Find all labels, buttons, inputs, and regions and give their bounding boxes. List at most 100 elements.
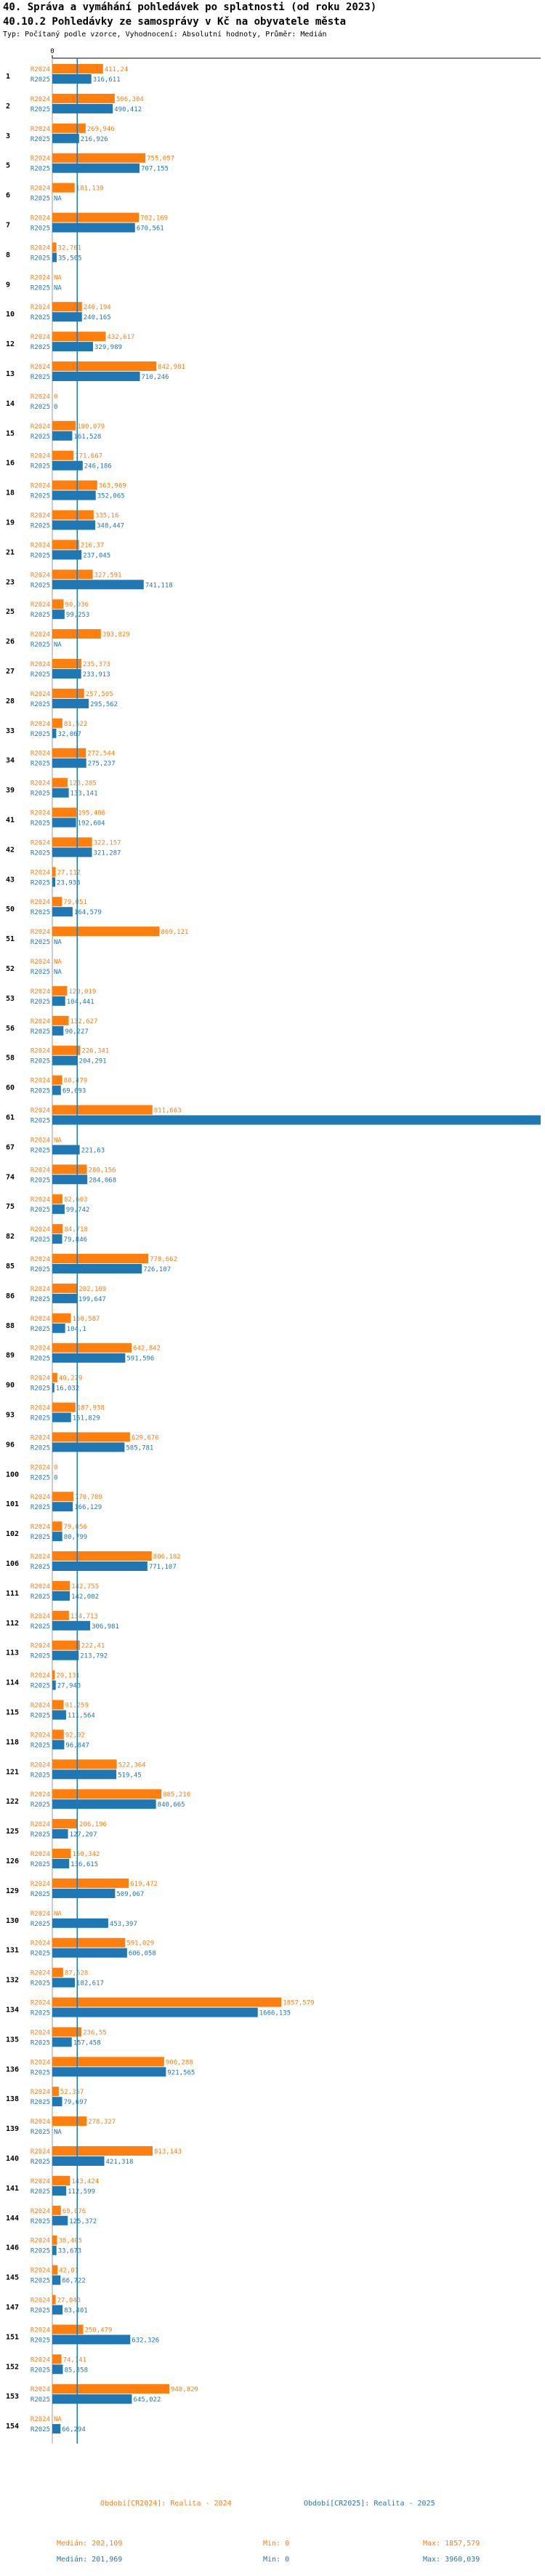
series-label: R2025 xyxy=(31,166,50,173)
data-label: NA xyxy=(54,939,62,946)
bar-r2024 xyxy=(52,1343,132,1353)
bar-r2025 xyxy=(52,1204,65,1215)
row-label: 39 xyxy=(6,787,15,795)
data-label: 3960,039 xyxy=(509,1118,541,1125)
bar-r2024 xyxy=(52,1015,69,1025)
data-label: 142,002 xyxy=(71,1593,99,1601)
data-label: 79,056 xyxy=(63,1524,87,1531)
series-label: R2025 xyxy=(31,2099,50,2106)
data-label: 702,169 xyxy=(140,215,168,223)
series-label: R2025 xyxy=(31,641,50,649)
data-label: 74,141 xyxy=(63,2356,87,2364)
series-label: R2024 xyxy=(31,810,50,817)
row-label: 27 xyxy=(6,668,15,676)
series-label: R2024 xyxy=(31,483,50,490)
data-label: 509,067 xyxy=(116,1891,144,1898)
bar-r2024 xyxy=(52,2027,82,2037)
data-label: 81,522 xyxy=(64,721,88,728)
row-label: 154 xyxy=(6,2423,19,2431)
series-label: R2024 xyxy=(31,691,50,698)
data-label: 329,989 xyxy=(94,344,122,351)
series-label: R2025 xyxy=(31,1326,50,1333)
row-label: 19 xyxy=(6,519,15,527)
series-label: R2025 xyxy=(31,2248,50,2255)
series-label: R2024 xyxy=(31,988,50,996)
row-label: 26 xyxy=(6,638,15,646)
bar-r2024 xyxy=(52,2175,70,2185)
bar-r2025 xyxy=(52,2275,61,2285)
data-label: 0 xyxy=(54,1464,57,1471)
bar-r2024 xyxy=(52,2384,170,2394)
bar-r2024 xyxy=(52,1254,149,1263)
row-label: 131 xyxy=(6,1947,19,1955)
series-label: R2025 xyxy=(31,1534,50,1541)
data-label: 16,032 xyxy=(56,1385,80,1393)
series-label: R2025 xyxy=(31,344,50,351)
row-label: 113 xyxy=(6,1649,19,1657)
bar-r2025 xyxy=(52,1620,91,1631)
series-label: R2024 xyxy=(31,1673,50,1680)
series-label: R2025 xyxy=(31,2188,50,2196)
data-label: 235,373 xyxy=(83,661,110,668)
bar-r2025 xyxy=(52,1085,61,1095)
series-label: R2024 xyxy=(31,721,50,728)
bar-r2025 xyxy=(52,817,76,828)
series-label: R2025 xyxy=(31,1296,50,1303)
series-label: R2025 xyxy=(31,1444,50,1452)
bar-r2025 xyxy=(52,2364,63,2375)
series-label: R2025 xyxy=(31,671,50,679)
row-label: 13 xyxy=(6,370,15,378)
row-label: 138 xyxy=(6,2095,19,2103)
series-label: R2025 xyxy=(31,1207,50,1214)
series-label: R2025 xyxy=(31,1742,50,1749)
bar-r2025 xyxy=(52,1769,117,1780)
series-label: R2025 xyxy=(31,1980,50,1988)
series-label: R2025 xyxy=(31,731,50,738)
data-label: 0 xyxy=(54,393,57,401)
data-label: 195,486 xyxy=(78,810,105,817)
row-label: 16 xyxy=(6,460,15,468)
data-label: 79,697 xyxy=(64,2099,88,2106)
bar-r2025 xyxy=(52,342,93,352)
bar-r2024 xyxy=(52,777,68,788)
data-label: 221,63 xyxy=(81,1147,105,1154)
data-label: 216,926 xyxy=(81,136,108,143)
row-label: 136 xyxy=(6,2065,19,2073)
data-label: 161,528 xyxy=(73,433,101,441)
data-label: 278,327 xyxy=(88,2119,116,2126)
series-label: R2024 xyxy=(31,1791,50,1799)
series-label: R2024 xyxy=(31,1494,50,1501)
data-label: 52,357 xyxy=(60,2089,84,2096)
bar-r2024 xyxy=(52,2295,56,2305)
legend-2025: Období[CR2025]: Realita - 2025 xyxy=(304,2500,435,2508)
series-label: R2024 xyxy=(31,244,50,252)
bar-r2025 xyxy=(52,520,96,530)
bar-r2025 xyxy=(52,490,96,500)
bar-r2024 xyxy=(52,2324,84,2335)
data-label: NA xyxy=(54,2416,62,2423)
bar-r2024 xyxy=(52,1313,71,1323)
series-label: R2024 xyxy=(31,304,50,311)
series-label: R2025 xyxy=(31,255,50,262)
series-label: R2025 xyxy=(31,612,50,619)
row-label: 140 xyxy=(6,2155,19,2163)
series-label: R2025 xyxy=(31,2426,50,2433)
data-label: 327,591 xyxy=(94,572,122,579)
data-label: 150,587 xyxy=(73,1316,100,1323)
row-label: 18 xyxy=(6,489,15,497)
data-label: 237,045 xyxy=(83,552,110,559)
data-label: 143,424 xyxy=(71,2178,99,2185)
bar-r2024 xyxy=(52,1819,78,1829)
row-label: 146 xyxy=(6,2244,19,2252)
series-label: R2024 xyxy=(31,1911,50,1918)
row-label: 111 xyxy=(6,1590,19,1598)
bar-r2024 xyxy=(52,332,106,342)
data-label: 80,799 xyxy=(64,1534,88,1541)
row-label: 90 xyxy=(6,1382,15,1390)
series-label: R2024 xyxy=(31,2356,50,2364)
data-label: NA xyxy=(54,1137,62,1144)
bar-r2025 xyxy=(52,1918,108,1928)
series-label: R2024 xyxy=(31,929,50,936)
series-label: R2024 xyxy=(31,513,50,520)
row-label: 126 xyxy=(6,1857,19,1865)
